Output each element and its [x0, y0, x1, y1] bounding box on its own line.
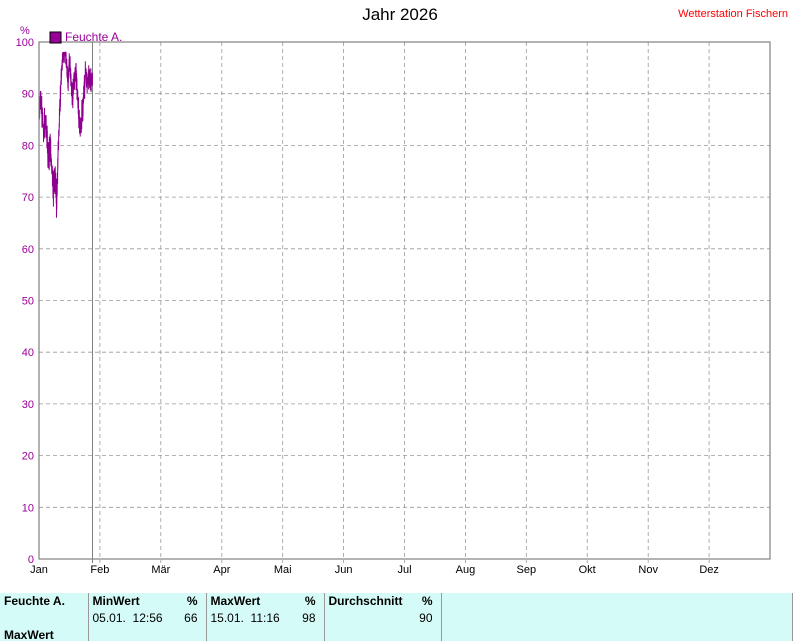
svg-text:100: 100 [16, 37, 34, 49]
svg-text:Feb: Feb [90, 564, 109, 576]
svg-text:Mär: Mär [151, 564, 170, 576]
svg-text:10: 10 [22, 502, 34, 514]
svg-text:Feuchte A.: Feuchte A. [65, 30, 122, 44]
svg-text:Okt: Okt [579, 564, 596, 576]
svg-text:Aug: Aug [456, 564, 476, 576]
svg-text:Jul: Jul [397, 564, 411, 576]
svg-text:50: 50 [22, 296, 34, 308]
svg-text:Nov: Nov [638, 564, 658, 576]
svg-text:Jan: Jan [30, 564, 48, 576]
svg-text:80: 80 [22, 140, 34, 152]
svg-text:70: 70 [22, 192, 34, 204]
svg-text:Mai: Mai [274, 564, 292, 576]
svg-text:60: 60 [22, 244, 34, 256]
svg-text:%: % [20, 25, 30, 37]
svg-text:Sep: Sep [517, 564, 537, 576]
svg-text:90: 90 [22, 89, 34, 101]
svg-text:Apr: Apr [213, 564, 230, 576]
svg-text:20: 20 [22, 451, 34, 463]
svg-text:Jun: Jun [335, 564, 353, 576]
svg-text:Dez: Dez [699, 564, 719, 576]
svg-text:30: 30 [22, 399, 34, 411]
svg-text:40: 40 [22, 347, 34, 359]
